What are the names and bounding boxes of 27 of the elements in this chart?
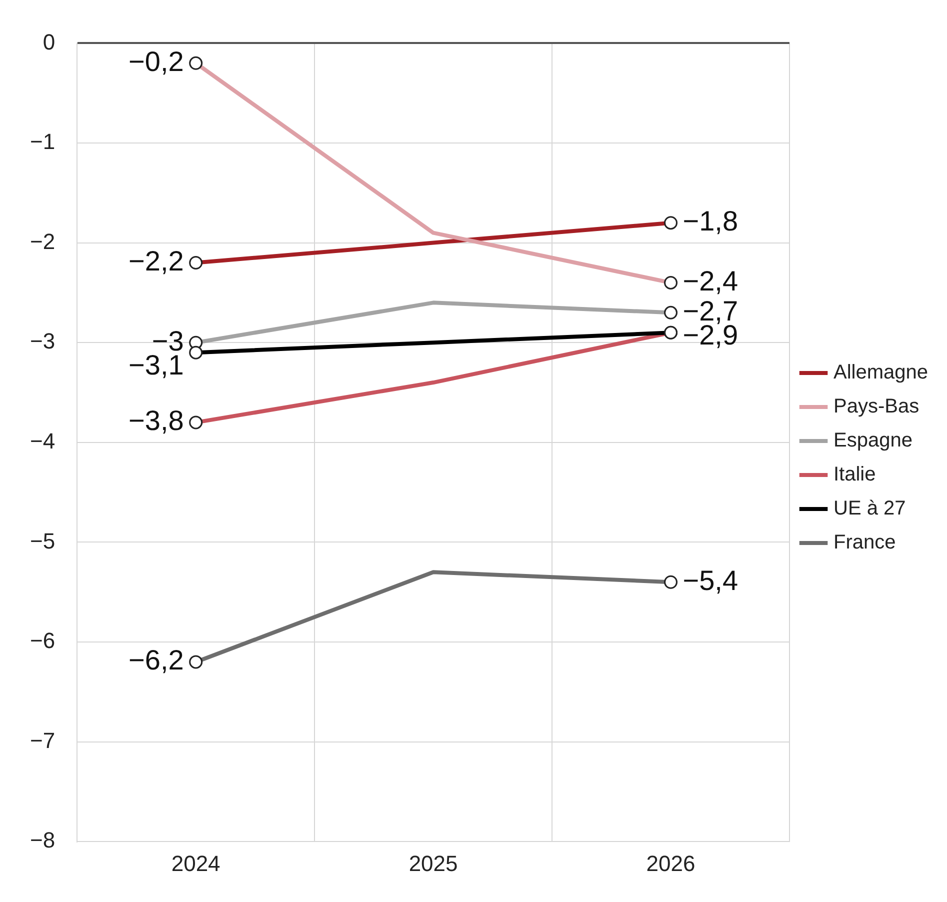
- legend-label: Italie: [834, 464, 876, 486]
- legend-label: Pays-Bas: [834, 396, 920, 418]
- y-tick-label: −4: [30, 428, 56, 454]
- data-label: −2,2: [128, 245, 184, 276]
- y-tick-label: −3: [30, 328, 56, 354]
- legend-label: Allemagne: [834, 362, 928, 384]
- data-label: −3,8: [128, 405, 184, 436]
- legend-label: Espagne: [834, 430, 912, 452]
- y-tick-label: −2: [30, 228, 56, 254]
- data-label: −1,8: [682, 206, 738, 237]
- data-label: −2,4: [682, 265, 738, 296]
- y-tick-label: −6: [30, 628, 56, 654]
- point: [189, 346, 203, 360]
- legend-label: France: [834, 532, 896, 554]
- y-tick-label: −8: [30, 828, 56, 853]
- y-tick-label: −5: [30, 528, 56, 554]
- data-label: −0,2: [128, 46, 184, 77]
- data-label: −5,4: [682, 564, 738, 596]
- x-tick-label: 2025: [408, 850, 458, 876]
- y-tick-label: 0: [42, 29, 56, 54]
- x-tick-label: 2024: [171, 850, 220, 876]
- y-tick-label: −7: [30, 728, 56, 753]
- x-tick-label: 2026: [646, 850, 696, 876]
- data-label: −6,2: [128, 644, 184, 676]
- y-tick-label: −1: [30, 129, 56, 154]
- legend-label: UE à 27: [834, 498, 906, 520]
- data-label: −3: [152, 325, 184, 356]
